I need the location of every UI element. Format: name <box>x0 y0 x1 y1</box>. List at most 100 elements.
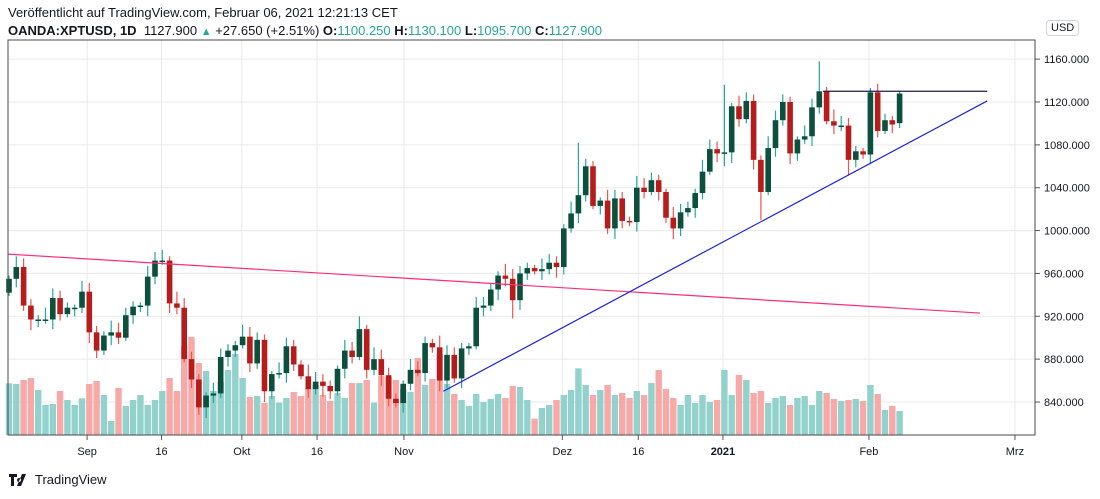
close-label: C: <box>535 23 549 38</box>
candle-body <box>130 306 136 316</box>
volume-bar <box>341 398 348 435</box>
volume-bar <box>319 395 327 435</box>
volume-bar <box>706 402 713 435</box>
volume-bar <box>546 405 553 435</box>
volume-bar <box>115 388 122 435</box>
candle-body <box>334 368 341 392</box>
volume-bar <box>619 393 626 435</box>
candle-body <box>896 93 903 124</box>
volume-bar <box>896 411 903 435</box>
high-value: 1130.100 <box>407 23 462 38</box>
candle-body <box>159 260 166 263</box>
candle-body <box>290 346 297 365</box>
x-tick-label: Dez <box>553 446 573 458</box>
volume-bar <box>816 391 823 435</box>
candle-body <box>174 303 180 308</box>
candle-body <box>6 278 12 293</box>
candle-body <box>181 307 187 360</box>
candle-body <box>35 319 41 321</box>
candle-body <box>809 107 815 137</box>
volume-bar <box>363 380 370 435</box>
candle-body <box>831 121 837 126</box>
candle-body <box>305 376 312 390</box>
volume-bar <box>859 401 867 435</box>
volume-bar <box>443 384 451 435</box>
volume-bar <box>334 393 341 435</box>
volume-bar <box>728 395 735 435</box>
currency-badge[interactable]: USD <box>1046 20 1080 36</box>
candle-body <box>867 92 874 155</box>
volume-bar <box>5 383 13 435</box>
candle-body <box>115 332 122 338</box>
candle-body <box>261 339 268 392</box>
volume-bar <box>144 405 151 435</box>
candle-body <box>152 260 158 277</box>
volume-bar <box>224 370 232 435</box>
volume-bar <box>648 383 655 435</box>
volume-bar <box>487 399 494 435</box>
volume-bar <box>845 400 852 435</box>
candle-body <box>546 262 552 270</box>
candle-body <box>422 343 428 374</box>
candle-body <box>385 375 392 399</box>
candle-body <box>677 212 684 229</box>
y-tick-label: 1120.000 <box>1044 97 1089 109</box>
volume-bar <box>838 401 845 435</box>
volume-bar <box>261 403 268 435</box>
candle-body <box>553 262 560 267</box>
open-label: O: <box>322 23 338 38</box>
volume-bar <box>889 406 896 435</box>
candle-body <box>561 228 567 267</box>
volume-bar <box>750 393 757 435</box>
candle-body <box>816 91 823 108</box>
candle-body <box>349 350 355 357</box>
x-tick-label: 16 <box>632 446 644 458</box>
tradingview-icon <box>9 473 26 486</box>
volume-bar <box>502 398 509 435</box>
symbol-label: OANDA:XPTUSD, 1D <box>8 23 137 38</box>
candle-body <box>320 381 326 386</box>
y-tick-label: 840.000 <box>1044 397 1084 409</box>
open-value: 1100.250 <box>337 23 391 38</box>
candle-body <box>612 198 618 229</box>
candle-body <box>853 151 859 160</box>
candle-body <box>79 291 85 308</box>
volume-bar <box>743 380 750 435</box>
volume-bar <box>407 392 414 435</box>
volume-bar <box>421 385 429 435</box>
volume-bar <box>181 346 188 435</box>
volume-bar <box>881 410 889 435</box>
volume-bar <box>305 388 312 435</box>
candle-body <box>203 395 209 408</box>
candle-body <box>590 166 596 206</box>
candle-body <box>225 350 231 357</box>
volume-bar <box>560 395 567 435</box>
volume-bar <box>852 399 859 435</box>
x-tick-label: Mrz <box>1006 446 1024 458</box>
candle-body <box>57 298 63 315</box>
candle-body <box>509 278 516 301</box>
price-change: +27.650 (+2.51%) <box>215 23 320 38</box>
candle-body <box>663 191 669 218</box>
volume-bar <box>611 395 619 435</box>
y-tick-label: 920.000 <box>1044 311 1084 323</box>
candle-body <box>634 187 640 222</box>
volume-bar <box>524 400 531 435</box>
tradingview-logo[interactable]: TradingView <box>8 472 107 487</box>
plot-frame <box>7 39 1036 436</box>
volume-bar <box>283 398 290 435</box>
candle-body <box>64 307 71 315</box>
volume-bar <box>794 398 801 435</box>
volume-bar <box>35 390 42 435</box>
volume-bar <box>677 405 684 435</box>
candle-body <box>371 359 377 370</box>
volume-bar <box>108 421 115 435</box>
y-tick-label: 1040.000 <box>1044 183 1090 195</box>
candle-body <box>765 148 771 192</box>
volume-bar <box>64 400 71 435</box>
candle-body <box>232 345 239 351</box>
y-tick-label: 1160.000 <box>1044 54 1089 66</box>
candle-body <box>502 275 509 279</box>
volume-bar <box>801 396 808 435</box>
